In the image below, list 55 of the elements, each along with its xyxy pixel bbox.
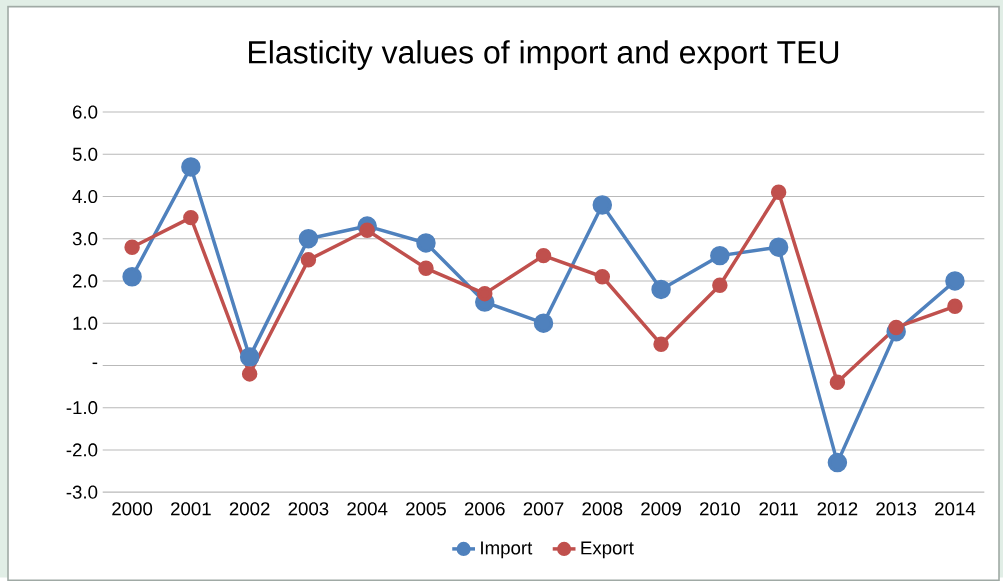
point xyxy=(594,269,611,285)
x-tick-label: 2014 xyxy=(935,502,976,516)
x-tick-label: 2009 xyxy=(641,502,681,516)
point xyxy=(651,279,671,300)
chart-title: Elasticity values of import and export TEU xyxy=(249,40,839,70)
x-tick-label: 2011 xyxy=(759,502,798,516)
point xyxy=(300,252,317,268)
y-tick-label: 5.0 xyxy=(72,147,98,161)
y-tick-label: 3.0 xyxy=(72,232,98,246)
point xyxy=(827,452,848,473)
x-tick-label: 2008 xyxy=(582,502,623,516)
y-tick-label: 4.0 xyxy=(72,189,98,204)
x-tick-label: 2005 xyxy=(406,502,446,516)
point xyxy=(770,184,787,201)
y-tick-label: 2.0 xyxy=(72,274,98,288)
x-tick-label: 2007 xyxy=(523,502,564,516)
point xyxy=(710,245,730,266)
point xyxy=(241,366,258,382)
point xyxy=(768,237,789,257)
point xyxy=(592,195,613,215)
x-tick-label: 2010 xyxy=(700,502,740,516)
point xyxy=(239,347,260,367)
point xyxy=(712,277,728,293)
x-tick-label: 2003 xyxy=(288,502,329,516)
point xyxy=(359,222,375,239)
x-tick-label: 2004 xyxy=(347,502,388,516)
y-tick-label: -3.0 xyxy=(66,485,98,499)
point xyxy=(124,239,140,255)
point xyxy=(535,247,552,264)
point xyxy=(418,260,434,277)
point xyxy=(183,209,199,226)
point xyxy=(888,319,904,336)
y-tick-label: -2.0 xyxy=(66,443,98,457)
point xyxy=(945,271,965,291)
y-tick-label: -1.0 xyxy=(66,401,98,415)
legend-label: Export xyxy=(581,541,634,559)
x-tick-label: 2001 xyxy=(171,502,211,516)
point xyxy=(477,285,493,302)
point xyxy=(122,267,142,287)
y-tick-label: 1.0 xyxy=(73,316,98,330)
point xyxy=(533,313,554,333)
point xyxy=(653,336,669,353)
point xyxy=(181,157,201,177)
point xyxy=(298,228,319,249)
x-tick-label: 2012 xyxy=(817,502,858,516)
legend-label: Import xyxy=(481,541,533,559)
point xyxy=(829,374,846,391)
point xyxy=(416,233,436,253)
y-tick-label: 6.0 xyxy=(72,105,98,119)
y-tick-label: - xyxy=(92,362,98,365)
x-tick-label: 2006 xyxy=(464,502,505,516)
x-tick-label: 2000 xyxy=(112,502,153,516)
x-tick-label: 2002 xyxy=(229,502,270,516)
x-tick-label: 2013 xyxy=(876,502,917,516)
point xyxy=(947,298,963,315)
